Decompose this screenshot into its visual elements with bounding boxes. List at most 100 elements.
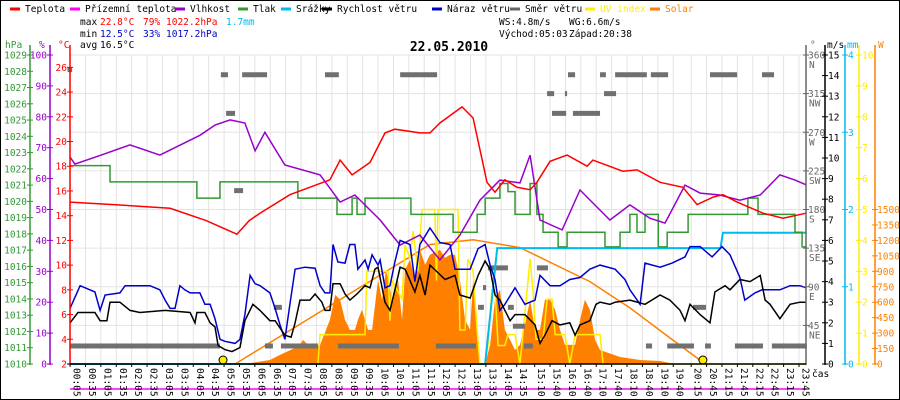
wind-axis-tick-label: 14	[828, 71, 840, 82]
sunrise-marker	[218, 355, 228, 365]
wind-direction-mark	[478, 304, 484, 310]
legend-item: Směr větru	[510, 4, 582, 15]
wind-direction-mark	[482, 285, 487, 291]
wind-direction-mark	[234, 188, 244, 194]
x-tick-label: 18:40	[643, 368, 654, 397]
x-tick-label: 08:35	[332, 368, 343, 397]
uv-axis-tick-label: 8	[862, 112, 868, 123]
x-tick-label: 03:05	[163, 368, 174, 397]
x-tick-label: 05:05	[225, 368, 236, 397]
humidity-axis-tick-label: 70	[36, 143, 48, 154]
legend-label: UV index	[600, 4, 646, 15]
direction-axis-compass-label: S	[809, 215, 815, 226]
solar-axis: 0 150 300 450 600 750 900 1050 1200 1350 1500	[872, 45, 900, 371]
rain-axis-tick-label: 3	[848, 128, 854, 139]
x-tick-label: 02:05	[132, 368, 143, 397]
pressure-axis-tick-label: 1027	[4, 83, 27, 94]
x-tick-label: 18:10	[628, 368, 639, 397]
humidity-axis-tick-label: 20	[36, 298, 48, 309]
pressure-axis-tick-label: 1026	[4, 99, 27, 110]
direction-axis-compass-label: E	[809, 292, 815, 303]
wind-direction-mark	[734, 343, 763, 349]
direction-axis-tick-label: 315	[808, 89, 825, 100]
solar-axis-tick-label: 750	[877, 282, 894, 293]
humidity-axis-tick-label: 80	[36, 112, 48, 123]
uv-axis-tick-label: 5	[862, 205, 868, 216]
wind-direction-mark	[705, 343, 711, 349]
avg-temperature: 16.5°C	[100, 40, 134, 51]
legend-item: Solar	[650, 4, 694, 15]
x-tick-label: 12:05	[440, 368, 451, 397]
wind-direction-mark	[69, 343, 220, 349]
x-tick-label: 09:35	[363, 368, 374, 397]
x-tick-label: 13:35	[486, 368, 497, 397]
x-tick-label: 13:05	[471, 368, 482, 397]
temperature-axis-tick-label: 10	[56, 261, 68, 272]
rain-axis-tick-label: 2	[848, 205, 854, 216]
solar-axis-tick-label: 0	[877, 360, 883, 371]
uv-axis-tick-label: 4	[862, 236, 868, 247]
legend-label: Směr větru	[525, 4, 582, 15]
legend-label: Tlak	[253, 4, 276, 15]
pressure-axis-tick-label: 1025	[4, 116, 27, 127]
avg-label: avg	[80, 40, 97, 51]
wind-axis-tick-label: 8	[828, 195, 834, 206]
x-tick-label: 10:05	[379, 368, 390, 397]
legend-label: Rychlost větru	[337, 4, 417, 15]
x-tick-label: 23:15	[784, 368, 795, 397]
wind-direction-mark	[604, 91, 617, 97]
direction-axis-compass-label: SW	[809, 176, 821, 187]
legend-item: UV index	[585, 4, 646, 15]
legend: Teplota Přízemní teplota Vlhkost Tlak Srážky…	[10, 4, 694, 15]
wind-speed-line	[69, 259, 807, 353]
pressure-axis-unit: hPa	[5, 40, 22, 51]
min-temperature: 12.5°C	[100, 29, 134, 40]
temperature-axis-tick-label: 14	[56, 211, 68, 222]
x-tick-label: 17:10	[597, 368, 608, 397]
wind-axis-unit: m/s	[827, 40, 844, 51]
x-tick-label: 22:45	[769, 368, 780, 397]
temperature-axis-tick-label: 2	[61, 360, 67, 371]
rain-axis-unit: mm	[847, 40, 859, 51]
x-tick-label: 00:35	[86, 368, 97, 397]
direction-axis-tick-label: 360	[808, 51, 825, 62]
temperature-axis-tick-label: 8	[61, 285, 67, 296]
rain-axis-tick-label: 1	[848, 282, 854, 293]
temperature-axis-tick-label: 6	[61, 310, 67, 321]
x-tick-label: 01:35	[117, 368, 128, 397]
wind-direction-mark	[693, 304, 706, 310]
sunset-marker	[698, 355, 708, 365]
wind-axis-tick-label: 13	[828, 92, 839, 103]
temperature-line	[69, 105, 807, 236]
wind-direction-mark	[667, 343, 694, 349]
wind-direction-mark	[507, 304, 514, 310]
pressure-axis-tick-label: 1024	[4, 132, 27, 143]
wind-direction-mark	[600, 72, 606, 78]
min-label: min	[80, 29, 97, 40]
direction-axis-compass-label: W	[809, 137, 815, 148]
wind-direction-mark	[337, 343, 399, 349]
x-tick-label: 08:05	[317, 368, 328, 397]
uv-axis-tick-label: 9	[862, 81, 868, 92]
wind-direction-mark	[220, 72, 228, 78]
x-tick-label: 06:35	[271, 368, 282, 397]
pressure-axis-tick-label: 1028	[4, 67, 27, 78]
wind-direction-mark	[435, 343, 476, 349]
x-tick-label: 14:05	[502, 368, 513, 397]
pressure-axis-tick-label: 1010	[4, 360, 27, 371]
humidity-axis: 0 10 20 30 40 50 60 70 80 90 100	[30, 45, 53, 371]
max-humidity: 79%	[143, 17, 160, 28]
x-tick-label: 16:10	[566, 368, 577, 397]
wind-direction-mark	[709, 72, 738, 78]
wind-axis-tick-label: 1	[828, 339, 834, 350]
x-tick-label: 07:35	[302, 368, 313, 397]
humidity-axis-tick-label: 60	[36, 174, 48, 185]
wind-axis-tick-label: 4	[828, 277, 834, 288]
humidity-axis-tick-label: 10	[36, 329, 48, 340]
x-tick-label: 16:40	[581, 368, 592, 397]
wind-axis-tick-label: 9	[828, 174, 834, 185]
x-axis-label: čas	[812, 369, 829, 380]
